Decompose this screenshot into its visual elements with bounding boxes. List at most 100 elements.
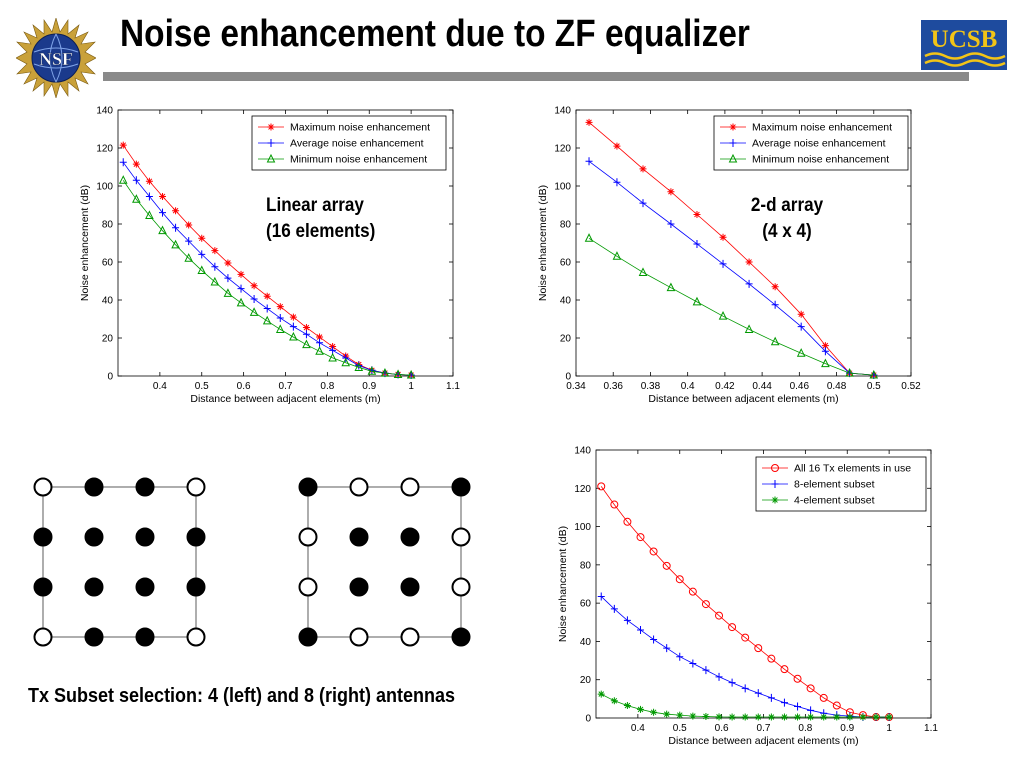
antenna-active xyxy=(135,577,155,597)
y-tick-label: 40 xyxy=(102,296,114,307)
x-tick-label: 1 xyxy=(886,723,892,734)
x-tick-label: 0.36 xyxy=(603,381,623,392)
data-point xyxy=(688,587,697,596)
series-3 xyxy=(584,233,879,379)
data-point xyxy=(289,313,297,321)
antenna-inactive xyxy=(451,527,471,547)
legend-label: All 16 Tx elements in use xyxy=(794,463,911,475)
legend-marker xyxy=(267,123,275,131)
series-3 xyxy=(118,175,416,379)
data-point xyxy=(237,270,245,278)
y-tick-label: 80 xyxy=(560,220,572,231)
x-axis-label: Distance between adjacent elements (m) xyxy=(668,735,858,747)
y-tick-label: 40 xyxy=(580,637,592,648)
data-point xyxy=(754,713,762,721)
y-axis-label: Noise enhancement (dB) xyxy=(557,526,569,642)
data-point xyxy=(780,713,788,721)
data-point xyxy=(612,251,622,260)
y-tick-label: 80 xyxy=(580,560,592,571)
y-tick-label: 60 xyxy=(102,258,114,269)
x-tick-label: 0.6 xyxy=(715,723,729,734)
data-point xyxy=(702,666,710,675)
x-tick-label: 0.8 xyxy=(798,723,812,734)
data-point xyxy=(771,283,779,291)
grid-frame xyxy=(307,486,462,638)
data-point xyxy=(693,211,701,218)
x-tick-label: 0.5 xyxy=(195,381,209,392)
antenna-inactive xyxy=(186,477,206,497)
data-point xyxy=(119,141,127,149)
antenna-inactive xyxy=(33,477,53,497)
data-point xyxy=(275,324,285,333)
data-point xyxy=(302,339,311,349)
title-rule xyxy=(103,72,969,81)
data-point xyxy=(859,713,867,721)
y-tick-label: 100 xyxy=(574,522,591,533)
antenna-inactive xyxy=(186,627,206,647)
x-axis-label: Distance between adjacent elements (m) xyxy=(648,393,838,405)
data-point xyxy=(185,237,193,246)
data-point xyxy=(610,697,618,705)
x-tick-label: 1.1 xyxy=(924,723,938,734)
chart-2d-array: 0.34 0.36 0.38 0.4 0.42 0.44 0.46 0.48 0.5 0.52 0 2… xyxy=(537,106,921,406)
data-point xyxy=(250,282,258,290)
x-axis-ticks: 0.4 0.5 0.6 0.7 0.8 0.9 1 1.1 xyxy=(631,450,938,734)
ucsb-logo-text: UCSB xyxy=(931,26,998,53)
data-point xyxy=(224,274,232,283)
x-tick-label: 0.9 xyxy=(362,381,376,392)
antenna-active xyxy=(135,527,155,547)
data-point xyxy=(636,533,645,542)
data-point xyxy=(172,207,180,215)
data-point xyxy=(715,713,723,721)
data-point xyxy=(236,297,246,307)
legend-marker xyxy=(771,480,779,488)
data-point xyxy=(767,693,775,702)
caption-2d-array: 2-d array (4 x 4) xyxy=(738,193,837,245)
data-point xyxy=(702,712,710,720)
legend-marker xyxy=(729,139,737,147)
data-point xyxy=(623,517,632,526)
data-point xyxy=(341,357,351,367)
x-tick-label: 0.9 xyxy=(840,723,854,734)
legend-marker xyxy=(266,153,276,163)
x-tick-label: 0.4 xyxy=(631,723,645,734)
y-tick-label: 140 xyxy=(96,106,113,117)
data-point xyxy=(770,336,780,346)
data-point xyxy=(745,258,753,266)
x-axis-label: Distance between adjacent elements (m) xyxy=(190,393,380,405)
legend-marker xyxy=(267,139,275,147)
y-tick-label: 120 xyxy=(574,484,591,495)
legend: Maximum noise enhancement Average noise e… xyxy=(251,115,447,171)
antenna-active xyxy=(298,477,318,497)
data-point xyxy=(263,304,271,313)
data-point xyxy=(649,547,658,556)
data-point xyxy=(676,711,684,719)
ucsb-logo: UCSB xyxy=(921,20,1007,70)
data-point xyxy=(639,199,647,208)
data-point xyxy=(741,633,750,642)
antenna-active xyxy=(84,527,104,547)
data-point xyxy=(367,366,377,375)
antenna-active xyxy=(451,627,471,647)
data-point xyxy=(754,644,763,653)
data-point xyxy=(666,282,676,292)
data-point xyxy=(210,276,220,286)
data-point xyxy=(197,265,207,275)
data-point xyxy=(715,611,724,620)
y-axis-label: Noise enhancement (dB) xyxy=(537,185,549,301)
data-point xyxy=(718,311,728,320)
data-point xyxy=(821,347,829,356)
data-point xyxy=(692,296,702,306)
data-point xyxy=(393,369,403,378)
y-tick-label: 100 xyxy=(554,182,571,193)
data-point xyxy=(597,690,605,698)
data-point xyxy=(767,713,775,721)
x-tick-label: 0.48 xyxy=(827,381,847,392)
antenna-active xyxy=(33,577,53,597)
data-point xyxy=(780,665,789,674)
data-point xyxy=(316,333,324,341)
data-point xyxy=(819,693,828,702)
data-point xyxy=(263,292,271,300)
data-point xyxy=(597,482,606,491)
y-tick-label: 120 xyxy=(554,144,571,155)
